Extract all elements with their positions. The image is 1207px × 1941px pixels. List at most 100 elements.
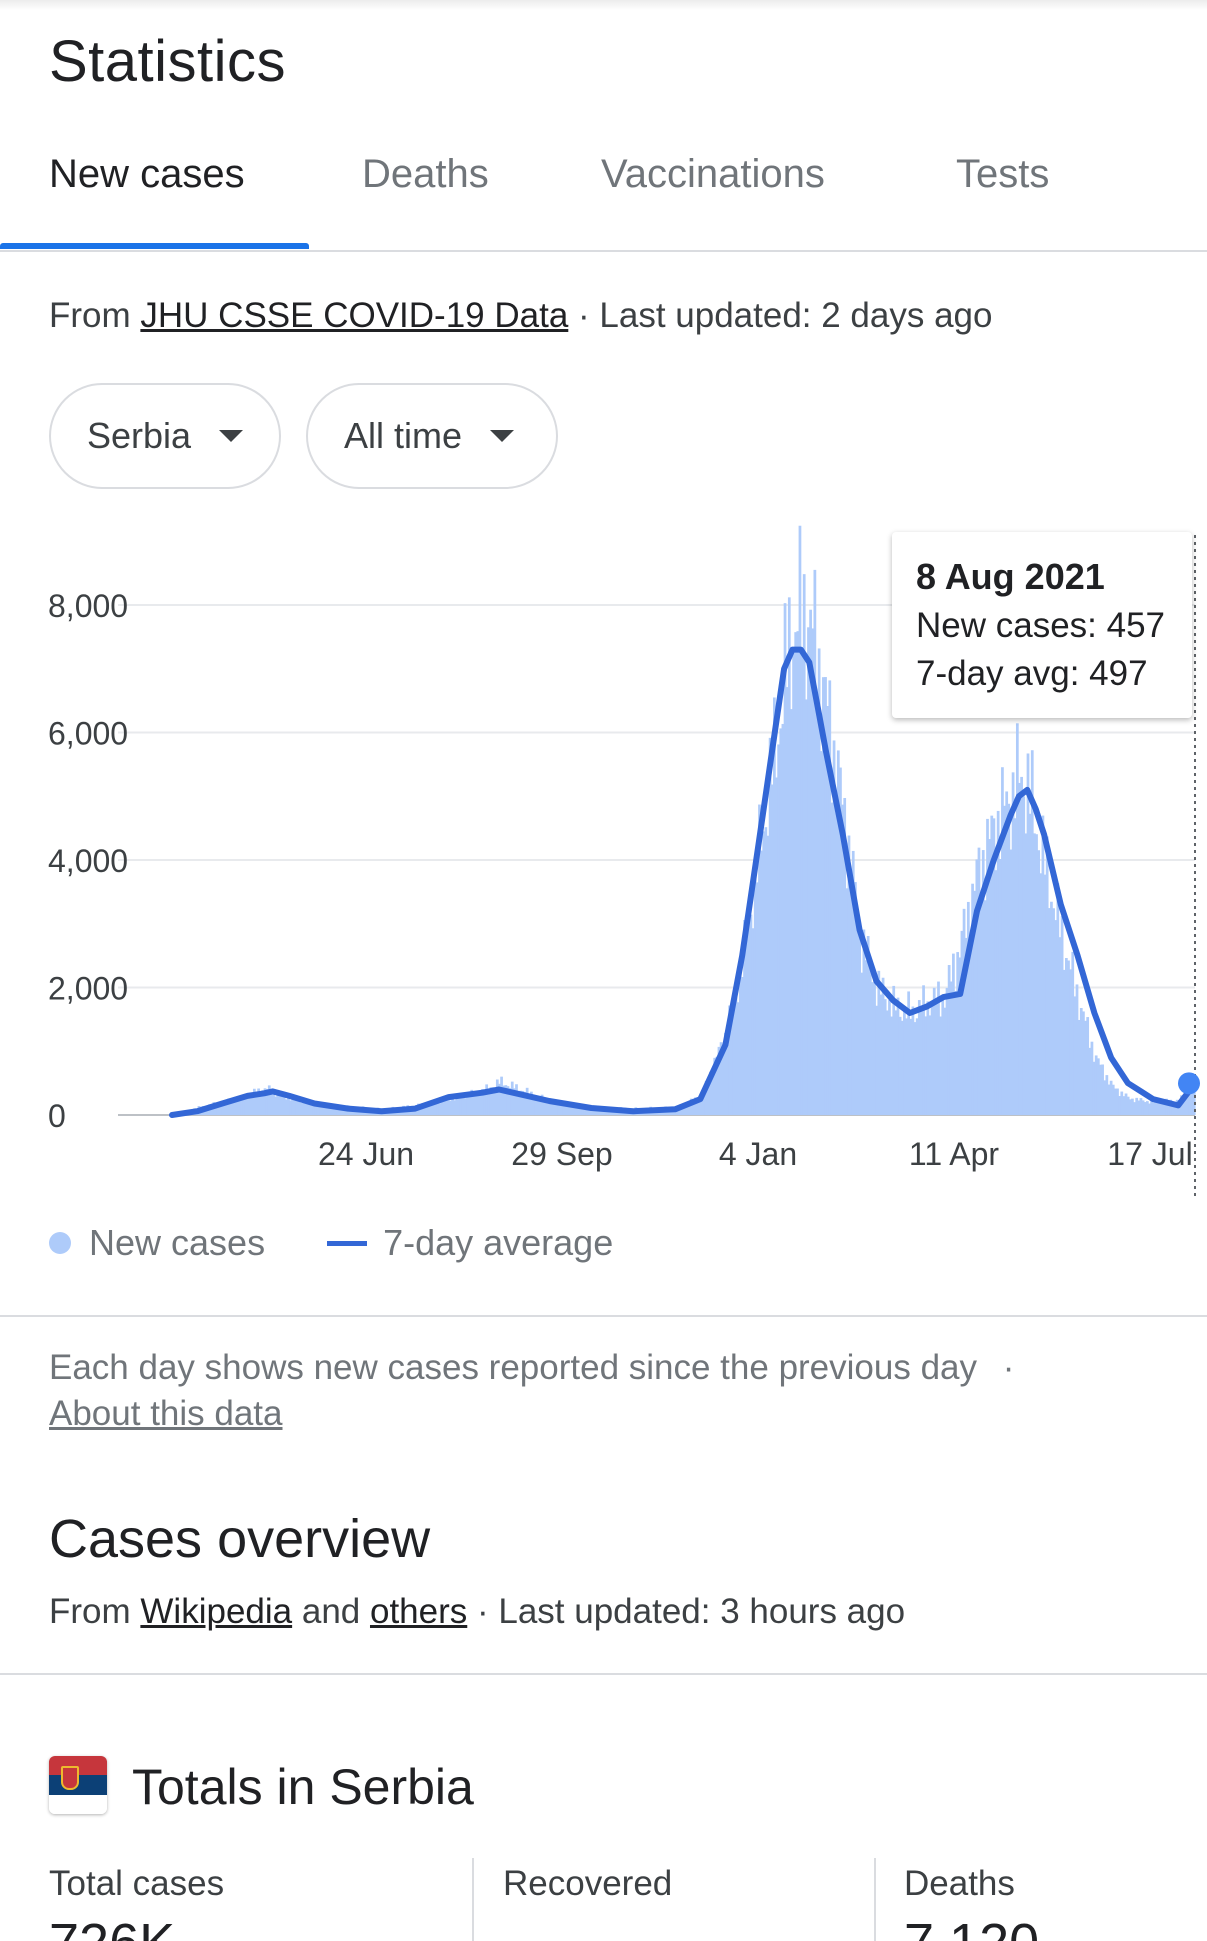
new-cases-bar (1060, 916, 1064, 1115)
new-cases-bar (766, 835, 770, 1115)
new-cases-bar (920, 1010, 923, 1115)
note-separator: · (1002, 1348, 1015, 1387)
tab-vaccinations[interactable]: Vaccinations (601, 152, 825, 196)
new-cases-bar (263, 1088, 267, 1115)
new-cases-bar (542, 1100, 546, 1115)
new-cases-bar (796, 631, 800, 1115)
wikipedia-link[interactable]: Wikipedia (140, 1592, 293, 1631)
new-cases-bar (687, 1100, 691, 1115)
new-cases-bar (939, 1016, 942, 1115)
new-cases-bar (252, 1088, 256, 1115)
new-cases-bar (692, 1100, 695, 1115)
new-cases-bar (566, 1102, 570, 1115)
new-cases-bar (945, 987, 949, 1115)
new-cases-bar (1079, 1007, 1083, 1115)
new-cases-bar (828, 680, 832, 1115)
divider (0, 1315, 1207, 1317)
new-cases-chart[interactable]: 8,000 6,000 4,000 2,000 0 24 Jun 29 Sep 4 Jan 1… (0, 520, 1207, 1200)
new-cases-bar (958, 957, 962, 1115)
new-cases-bar (498, 1083, 501, 1115)
data-note: Each day shows new cases reported since … (49, 1345, 1179, 1437)
new-cases-bar (1033, 833, 1036, 1115)
new-cases-bar (432, 1100, 435, 1115)
new-cases-bar (1018, 782, 1021, 1115)
source-link[interactable]: JHU CSSE COVID-19 Data (140, 296, 569, 335)
range-dropdown[interactable]: All time (306, 383, 558, 489)
new-cases-bar (1135, 1097, 1139, 1115)
new-cases-bar (568, 1103, 572, 1115)
new-cases-bar (1190, 1086, 1194, 1115)
new-cases-bar (817, 648, 821, 1115)
new-cases-bar (862, 929, 866, 1115)
new-cases-bar (527, 1094, 531, 1115)
new-cases-bar (500, 1076, 503, 1115)
new-cases-bar (1107, 1084, 1111, 1115)
new-cases-bar (1111, 1084, 1115, 1115)
top-shadow (0, 0, 1207, 10)
tab-tests[interactable]: Tests (956, 152, 1050, 196)
about-this-data-link[interactable]: About this data (49, 1394, 283, 1433)
new-cases-bar (879, 994, 883, 1115)
new-cases-bar (1011, 772, 1015, 1115)
new-cases-bar (261, 1090, 265, 1115)
new-cases-bar (755, 882, 759, 1115)
new-cases-bar (832, 740, 836, 1115)
y-tick-label: 4,000 (48, 843, 128, 879)
tab-deaths[interactable]: Deaths (362, 152, 489, 196)
new-cases-bar (1094, 1055, 1098, 1115)
new-cases-bar (851, 850, 855, 1115)
new-cases-bar (696, 1101, 700, 1115)
new-cases-bar (783, 603, 787, 1115)
new-cases-bar (856, 918, 859, 1115)
new-cases-bar (1139, 1098, 1143, 1115)
stat-label-recovered: Recovered (503, 1864, 673, 1903)
selected-point-marker[interactable] (1178, 1072, 1200, 1095)
new-cases-bar (881, 977, 885, 1115)
new-cases-bar (240, 1098, 243, 1115)
new-cases-bar (519, 1090, 523, 1115)
new-cases-bar (715, 1056, 719, 1115)
new-cases-bar (928, 1015, 932, 1115)
new-cases-bar (834, 813, 838, 1115)
region-dropdown[interactable]: Serbia (49, 383, 281, 489)
new-cases-bar (798, 525, 802, 1115)
new-cases-bar (551, 1100, 555, 1115)
new-cases-bar (770, 784, 774, 1115)
new-cases-bar (216, 1103, 220, 1115)
new-cases-bar (231, 1100, 235, 1115)
new-cases-bar (860, 972, 864, 1115)
last-updated: · Last updated: 2 days ago (568, 296, 993, 335)
new-cases-bar (478, 1095, 482, 1115)
new-cases-bar (344, 1107, 348, 1115)
tab-bar: New cases Deaths Vaccinations Tests (0, 140, 1207, 252)
new-cases-bar (694, 1097, 697, 1115)
new-cases-bar (1126, 1096, 1130, 1115)
new-cases-bar (949, 981, 953, 1115)
new-cases-bar (1035, 834, 1038, 1115)
new-cases-bar (764, 827, 768, 1115)
new-cases-bar (804, 699, 808, 1115)
new-cases-bar (267, 1085, 271, 1115)
new-cases-bar (1005, 791, 1009, 1115)
new-cases-bar (749, 914, 753, 1115)
new-cases-bar (1131, 1098, 1134, 1115)
new-cases-bar (790, 709, 793, 1115)
overview-last-updated: · Last updated: 3 hours ago (467, 1592, 906, 1631)
new-cases-bar (485, 1084, 489, 1115)
new-cases-bar (338, 1105, 341, 1115)
tab-new-cases[interactable]: New cases (49, 152, 245, 196)
others-link[interactable]: others (369, 1592, 468, 1631)
new-cases-bar (1169, 1099, 1173, 1115)
new-cases-bar (1047, 908, 1051, 1115)
new-cases-bar (994, 870, 998, 1115)
new-cases-bar (964, 937, 968, 1115)
bars-legend-dot-icon (49, 1232, 71, 1254)
new-cases-bar (934, 1002, 938, 1115)
new-cases-bar (717, 1046, 721, 1115)
new-cases-bar (1167, 1101, 1171, 1115)
new-cases-bar (751, 928, 755, 1115)
x-tick-label: 17 Jul (1107, 1136, 1192, 1172)
new-cases-bar (308, 1101, 312, 1115)
new-cases-bar (474, 1091, 478, 1115)
new-cases-bar (555, 1100, 559, 1115)
